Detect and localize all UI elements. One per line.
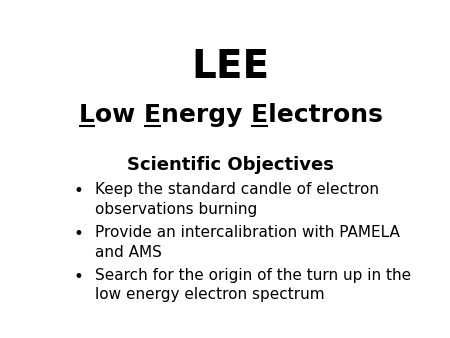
Text: Scientific Objectives: Scientific Objectives <box>127 156 334 174</box>
Text: •: • <box>74 225 84 243</box>
Text: Search for the origin of the turn up in the
low energy electron spectrum: Search for the origin of the turn up in … <box>94 268 411 303</box>
Text: Provide an intercalibration with PAMELA
and AMS: Provide an intercalibration with PAMELA … <box>94 225 400 260</box>
Text: •: • <box>74 183 84 200</box>
Text: LEE: LEE <box>192 48 270 87</box>
Text: Low Energy Electrons: Low Energy Electrons <box>79 103 382 127</box>
Text: •: • <box>74 268 84 286</box>
Text: Keep the standard candle of electron
observations burning: Keep the standard candle of electron obs… <box>94 183 378 217</box>
